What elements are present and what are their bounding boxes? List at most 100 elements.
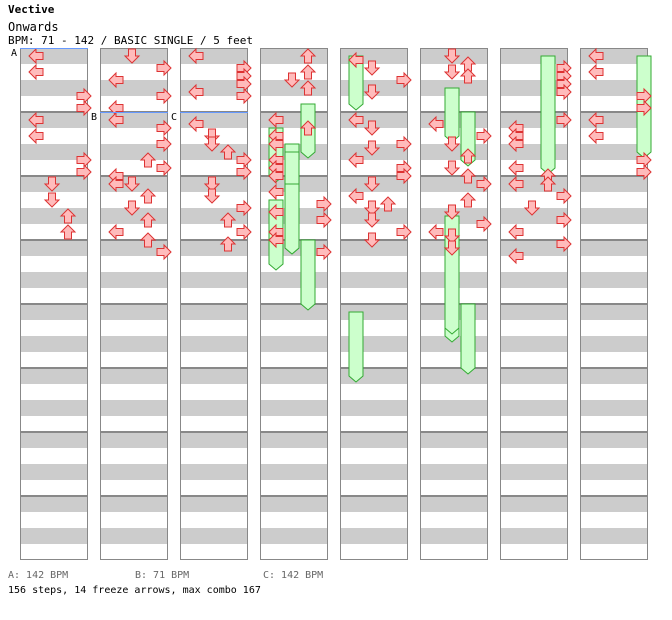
step-arrow: [348, 187, 364, 205]
step-arrow: [556, 235, 572, 253]
step-arrow: [476, 175, 492, 193]
beat-stripe: [500, 464, 568, 480]
chart-stats: 156 steps, 14 freeze arrows, max combo 1…: [8, 585, 261, 596]
beat-stripe: [20, 80, 88, 96]
step-arrow: [188, 115, 204, 133]
beat-stripe: [100, 432, 168, 448]
step-arrow: [43, 176, 61, 192]
step-arrow: [556, 211, 572, 229]
measure-border: [20, 240, 88, 304]
beat-stripe: [100, 336, 168, 352]
step-arrow: [108, 223, 124, 241]
beat-stripe: [500, 368, 568, 384]
chart-column: [500, 48, 572, 560]
step-arrow: [508, 135, 524, 153]
step-arrow: [428, 223, 444, 241]
step-arrow: [363, 200, 381, 216]
measure-border: [580, 432, 648, 496]
measure-border: [500, 368, 568, 432]
artist-name: Vective: [8, 3, 55, 16]
step-arrow: [396, 223, 412, 241]
step-arrow: [396, 167, 412, 185]
bpm-legend-b: B: 71 BPM: [135, 570, 189, 581]
beat-stripe: [500, 336, 568, 352]
step-arrow: [28, 127, 44, 145]
step-arrow: [508, 247, 524, 265]
step-arrow: [156, 135, 172, 153]
freeze-arrow: [348, 311, 364, 383]
beat-stripe: [500, 48, 568, 64]
chart-column: [100, 48, 172, 560]
step-arrow: [268, 183, 284, 201]
step-arrow: [268, 111, 284, 129]
beat-stripe: [180, 240, 248, 256]
beat-stripe: [340, 464, 408, 480]
beat-stripe: [100, 496, 168, 512]
beat-stripe: [580, 400, 648, 416]
step-arrow: [588, 63, 604, 81]
beat-stripe: [500, 496, 568, 512]
step-arrow: [443, 136, 461, 152]
beat-stripe: [260, 432, 328, 448]
beat-stripe: [340, 240, 408, 256]
step-arrow: [428, 115, 444, 133]
step-arrow: [363, 120, 381, 136]
beat-stripe: [500, 400, 568, 416]
beat-stripe: [20, 272, 88, 288]
step-arrow: [76, 99, 92, 117]
step-arrow: [203, 188, 221, 204]
measure-border: [100, 432, 168, 496]
step-arrow: [28, 47, 44, 65]
step-arrow: [156, 119, 172, 137]
beat-stripe: [340, 432, 408, 448]
step-arrow: [588, 47, 604, 65]
step-arrow: [156, 243, 172, 261]
step-arrow: [283, 72, 301, 88]
beat-stripe: [580, 496, 648, 512]
beat-stripe: [260, 464, 328, 480]
beat-stripe: [180, 528, 248, 544]
freeze-arrow: [300, 239, 316, 311]
beat-stripe: [100, 304, 168, 320]
step-arrow: [508, 159, 524, 177]
beat-stripe: [260, 336, 328, 352]
beat-stripe: [500, 272, 568, 288]
step-arrow: [588, 111, 604, 129]
beat-stripe: [500, 432, 568, 448]
step-arrow: [588, 127, 604, 145]
beat-stripe: [580, 272, 648, 288]
measure-border: [20, 496, 88, 560]
measure-border: [500, 304, 568, 368]
step-arrow: [363, 60, 381, 76]
beat-stripe: [340, 272, 408, 288]
beat-stripe: [20, 144, 88, 160]
step-arrow: [299, 48, 317, 64]
step-arrow: [379, 196, 397, 212]
measure-border: [420, 432, 488, 496]
beat-stripe: [260, 272, 328, 288]
measure-border: [260, 304, 328, 368]
measure-border: [180, 304, 248, 368]
step-arrow: [348, 111, 364, 129]
beat-stripe: [420, 464, 488, 480]
measure-border: [340, 432, 408, 496]
step-arrow: [523, 200, 541, 216]
step-arrow: [203, 176, 221, 192]
measure-border: [500, 112, 568, 176]
step-arrow: [299, 64, 317, 80]
beat-stripe: [180, 336, 248, 352]
step-arrow: [299, 80, 317, 96]
measure-border: [180, 368, 248, 432]
step-arrow: [348, 51, 364, 69]
chart-column: [580, 47, 652, 560]
beat-stripe: [20, 368, 88, 384]
freeze-arrow: [444, 87, 460, 143]
song-title: Onwards: [8, 20, 59, 34]
beat-stripe: [580, 432, 648, 448]
step-arrow: [459, 68, 477, 84]
step-arrow: [508, 223, 524, 241]
measure-border: [180, 240, 248, 304]
measure-border: [580, 368, 648, 432]
measure-border: [20, 432, 88, 496]
measure-border: [180, 432, 248, 496]
